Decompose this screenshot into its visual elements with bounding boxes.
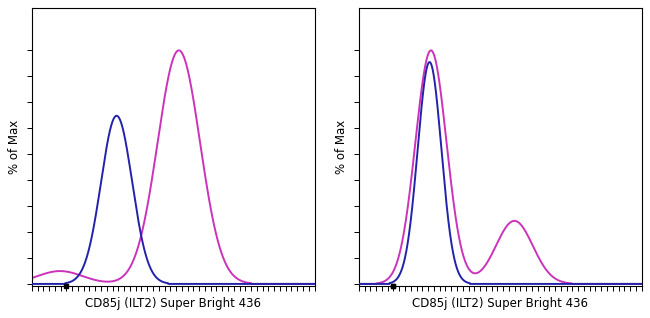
X-axis label: CD85j (ILT2) Super Bright 436: CD85j (ILT2) Super Bright 436 — [85, 297, 261, 310]
Y-axis label: % of Max: % of Max — [335, 120, 348, 174]
Y-axis label: % of Max: % of Max — [8, 120, 21, 174]
X-axis label: CD85j (ILT2) Super Bright 436: CD85j (ILT2) Super Bright 436 — [412, 297, 588, 310]
